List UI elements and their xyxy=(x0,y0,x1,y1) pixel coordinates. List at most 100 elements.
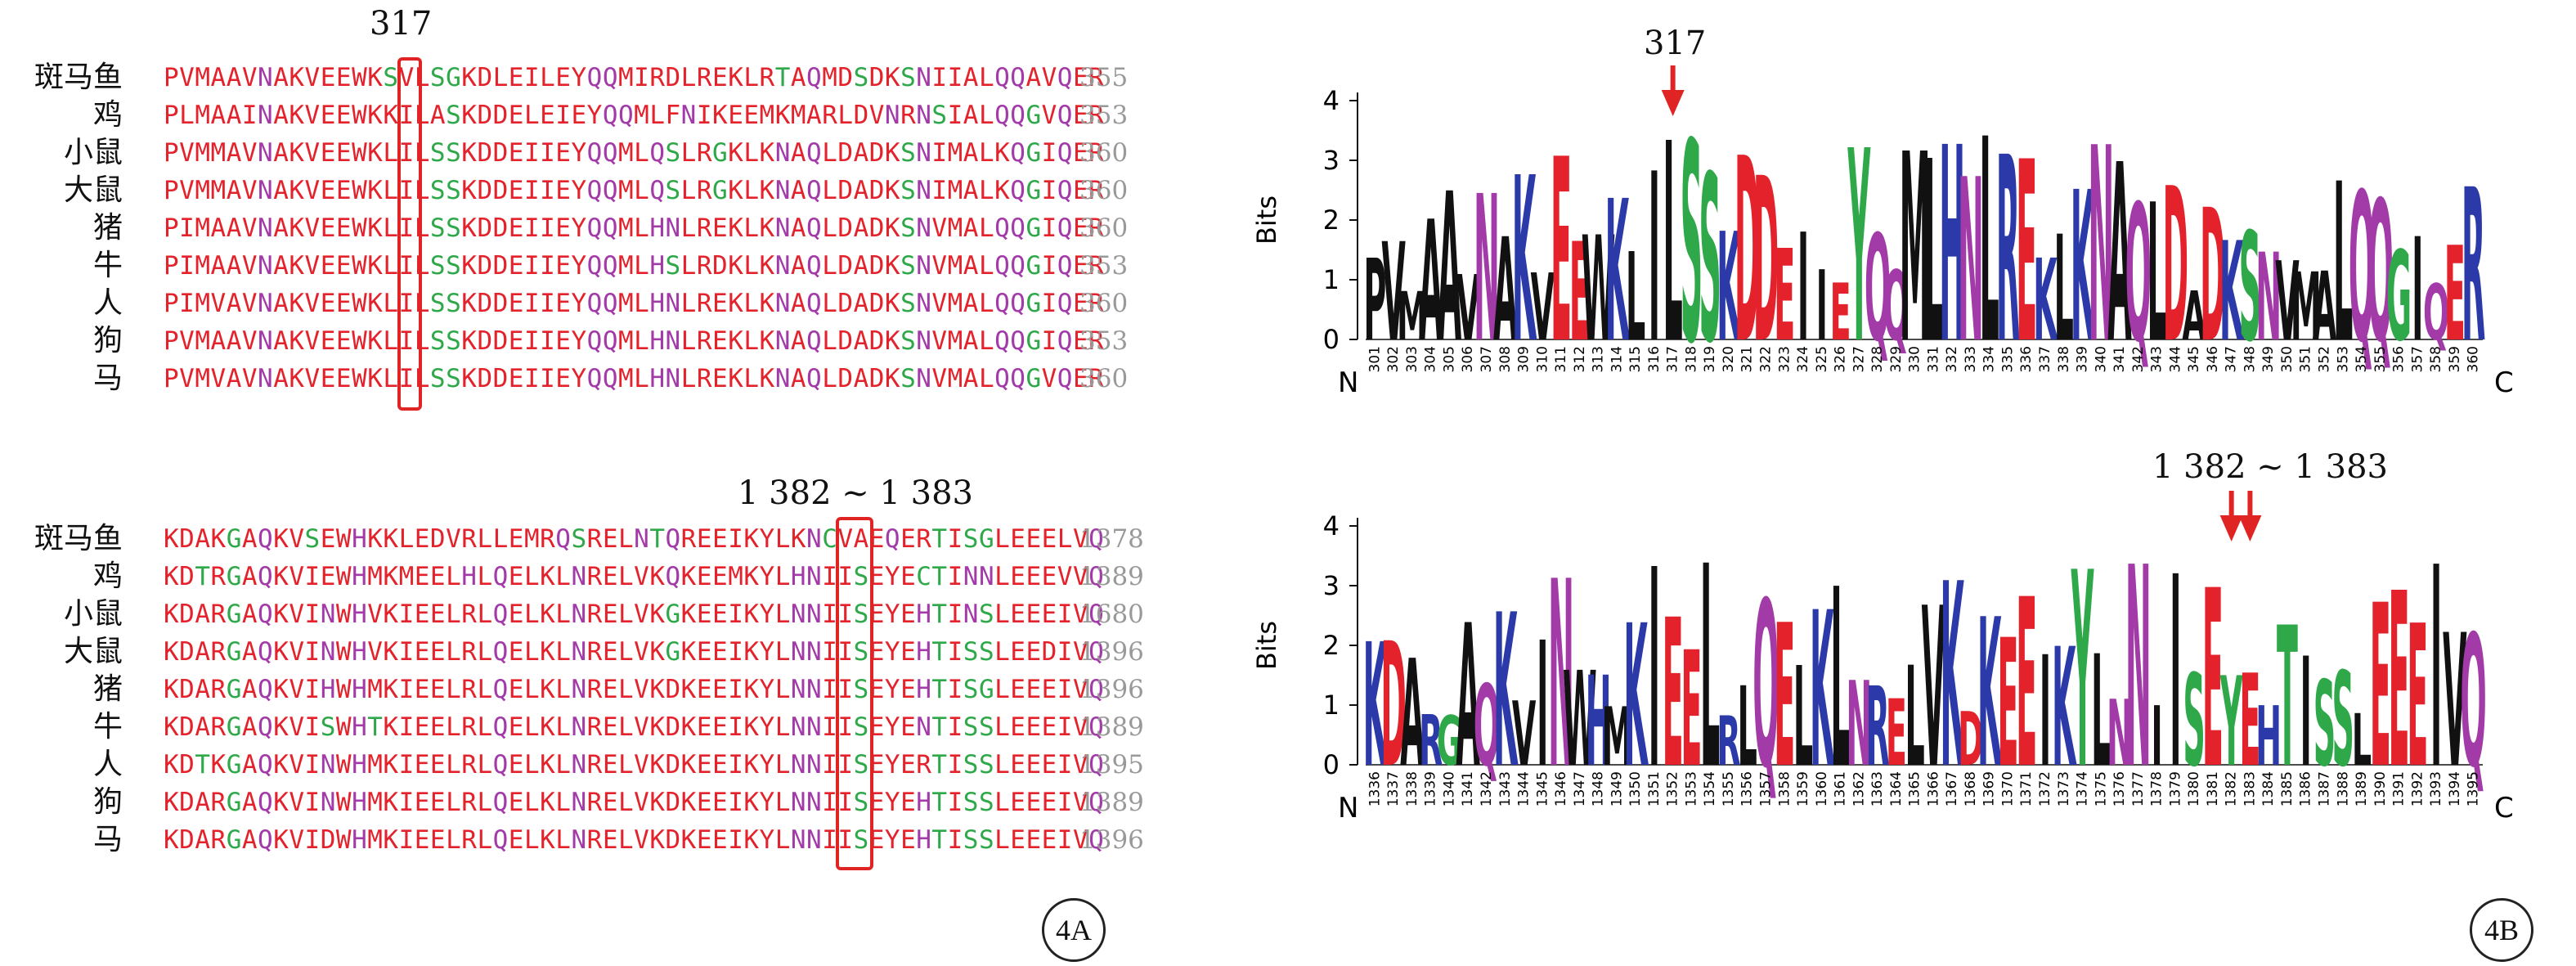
y-tick-label: 3 xyxy=(1323,145,1340,176)
logo-letter: N xyxy=(2088,92,2114,403)
logo-letter: L xyxy=(2091,623,2111,802)
position-label: 1395 xyxy=(2466,771,2482,806)
logo-letter: I xyxy=(2040,624,2051,801)
y-tick-label: 1 xyxy=(1323,264,1340,295)
sequence-end-position: 355 xyxy=(1079,63,1129,92)
position-label: 1361 xyxy=(1833,771,1849,806)
position-label: 344 xyxy=(2167,346,2183,372)
logo-letter: I xyxy=(1649,124,1660,394)
position-label: 1391 xyxy=(2391,771,2408,806)
species-name: 斑马鱼 xyxy=(34,522,123,555)
position-label: 328 xyxy=(1869,346,1886,372)
logo-letter: N xyxy=(2255,228,2282,368)
logo-letter: V xyxy=(2275,240,2300,366)
red-arrow-head xyxy=(2219,515,2243,541)
position-label: 330 xyxy=(1907,346,1923,372)
panel-label-4b: 4B xyxy=(2470,898,2533,962)
y-tick-label: 0 xyxy=(1323,324,1340,355)
logo-letter: M xyxy=(2291,254,2322,362)
logo-letter: Q xyxy=(2460,598,2486,807)
position-label: 1388 xyxy=(2335,771,2351,806)
logo-letter: W xyxy=(1582,207,1616,375)
logo-letter: E xyxy=(2016,550,2037,820)
position-label: 1379 xyxy=(2167,771,2183,806)
species-name: 牛 xyxy=(92,249,123,282)
sequence-row: KDARGAQKVIDWHMKIEELRLQELKLNRELVKDKEEIKYL… xyxy=(164,825,1105,855)
position-label: 331 xyxy=(1925,346,1941,372)
logo-letter: E xyxy=(2202,540,2224,824)
logo-letter: L xyxy=(1793,637,1813,798)
logo-letter: I xyxy=(1816,250,1828,362)
highlight-box-317 xyxy=(397,57,422,411)
position-label: 1337 xyxy=(1385,771,1402,806)
position-label: 1377 xyxy=(2130,771,2147,806)
position-label: 1348 xyxy=(1591,771,1607,806)
position-label: 308 xyxy=(1497,346,1514,372)
position-label: 1370 xyxy=(1999,771,2016,806)
position-label: 1360 xyxy=(1814,771,1830,806)
logo-letter: G xyxy=(1437,703,1462,782)
position-label: 313 xyxy=(1591,346,1607,372)
position-label: 322 xyxy=(1757,346,1774,372)
sequence-row: KDARGAQKVINWHVKIEELRLQELKLNRELVKGKEEIKYL… xyxy=(164,600,1105,629)
logo-letter: E xyxy=(1663,576,1684,812)
species-name: 人 xyxy=(92,748,123,781)
position-label: 1336 xyxy=(1367,771,1383,806)
position-label: 326 xyxy=(1833,346,1849,372)
logo-letter: L xyxy=(1830,537,1850,823)
position-label: 1359 xyxy=(1795,771,1811,806)
logo-letter: S xyxy=(2313,656,2336,793)
logo-letter: E xyxy=(1774,224,1795,370)
logo-letter: K xyxy=(2033,235,2058,366)
position-label: 310 xyxy=(1534,346,1551,372)
sequence-row: KDARGAQKVINWHVKIEELRLQELKLNRELVKGKEEIKYL… xyxy=(164,637,1105,667)
logo-letter: Q xyxy=(2423,269,2449,358)
logo-letter: E xyxy=(2239,648,2260,795)
logo-letter: K xyxy=(2219,213,2245,372)
position-label: 1339 xyxy=(1423,771,1439,806)
logo-letter: E xyxy=(2407,584,2428,811)
logo-letter: V xyxy=(1922,562,1945,817)
position-label: 354 xyxy=(2354,346,2370,372)
position-label: 1389 xyxy=(2354,771,2370,806)
logo-letter: T xyxy=(2277,586,2298,811)
sequence-row: PVMMAVNAKVEEWKLILSSKDDEIIEYQQMLQSLRGKLKN… xyxy=(164,138,1105,168)
logo-letter: H xyxy=(1586,650,1612,794)
position-label: 320 xyxy=(1721,346,1737,372)
logo-letter: S xyxy=(1681,85,1703,405)
sequence-end-position: 1389 xyxy=(1079,788,1144,817)
position-label: 304 xyxy=(1423,346,1439,372)
position-label: 1380 xyxy=(2186,771,2202,806)
position-label: 305 xyxy=(1441,346,1457,372)
logo-letter: D xyxy=(1735,106,1760,401)
position-label: 1362 xyxy=(1851,771,1867,806)
position-label: 1366 xyxy=(1925,771,1941,806)
logo-letter: N xyxy=(1548,527,1574,825)
position-label: 319 xyxy=(1702,346,1718,372)
sequence-end-position: 360 xyxy=(1079,289,1129,318)
logo-letter: I xyxy=(1649,512,1660,829)
logo-letter: L xyxy=(2147,164,2166,384)
sequence-row: KDARGAQKVINWHMKIEELRLQELKLNRELVKDKEEIKYL… xyxy=(164,788,1105,817)
position-label: 1383 xyxy=(2242,771,2258,806)
position-label: 324 xyxy=(1795,346,1811,372)
logo-letter: K xyxy=(1810,567,1835,815)
position-label: 1390 xyxy=(2372,771,2389,806)
logo-letter: G xyxy=(2386,225,2412,369)
y-axis-label: Bits xyxy=(1251,195,1282,245)
logo-letter: K xyxy=(1363,609,1389,806)
position-label: 1375 xyxy=(2093,771,2109,806)
logo-letter: R xyxy=(1419,702,1443,782)
position-label: 1342 xyxy=(1479,771,1495,806)
position-label: 356 xyxy=(2391,346,2408,372)
logo-letter: I xyxy=(2300,627,2312,801)
position-label: 347 xyxy=(2224,346,2240,372)
red-arrow-head xyxy=(1661,90,1685,116)
logo-letter: I xyxy=(2430,509,2442,830)
position-label: 318 xyxy=(1683,346,1699,372)
sequence-row: KDAKGAQKVSEWHKKLEDVRLLEMRQSRELNTQREEIKYL… xyxy=(164,524,1105,554)
logo1-marker: 317 xyxy=(1644,25,1707,62)
logo-letter: R xyxy=(2462,146,2485,390)
logo-letter: Q xyxy=(2349,151,2375,389)
